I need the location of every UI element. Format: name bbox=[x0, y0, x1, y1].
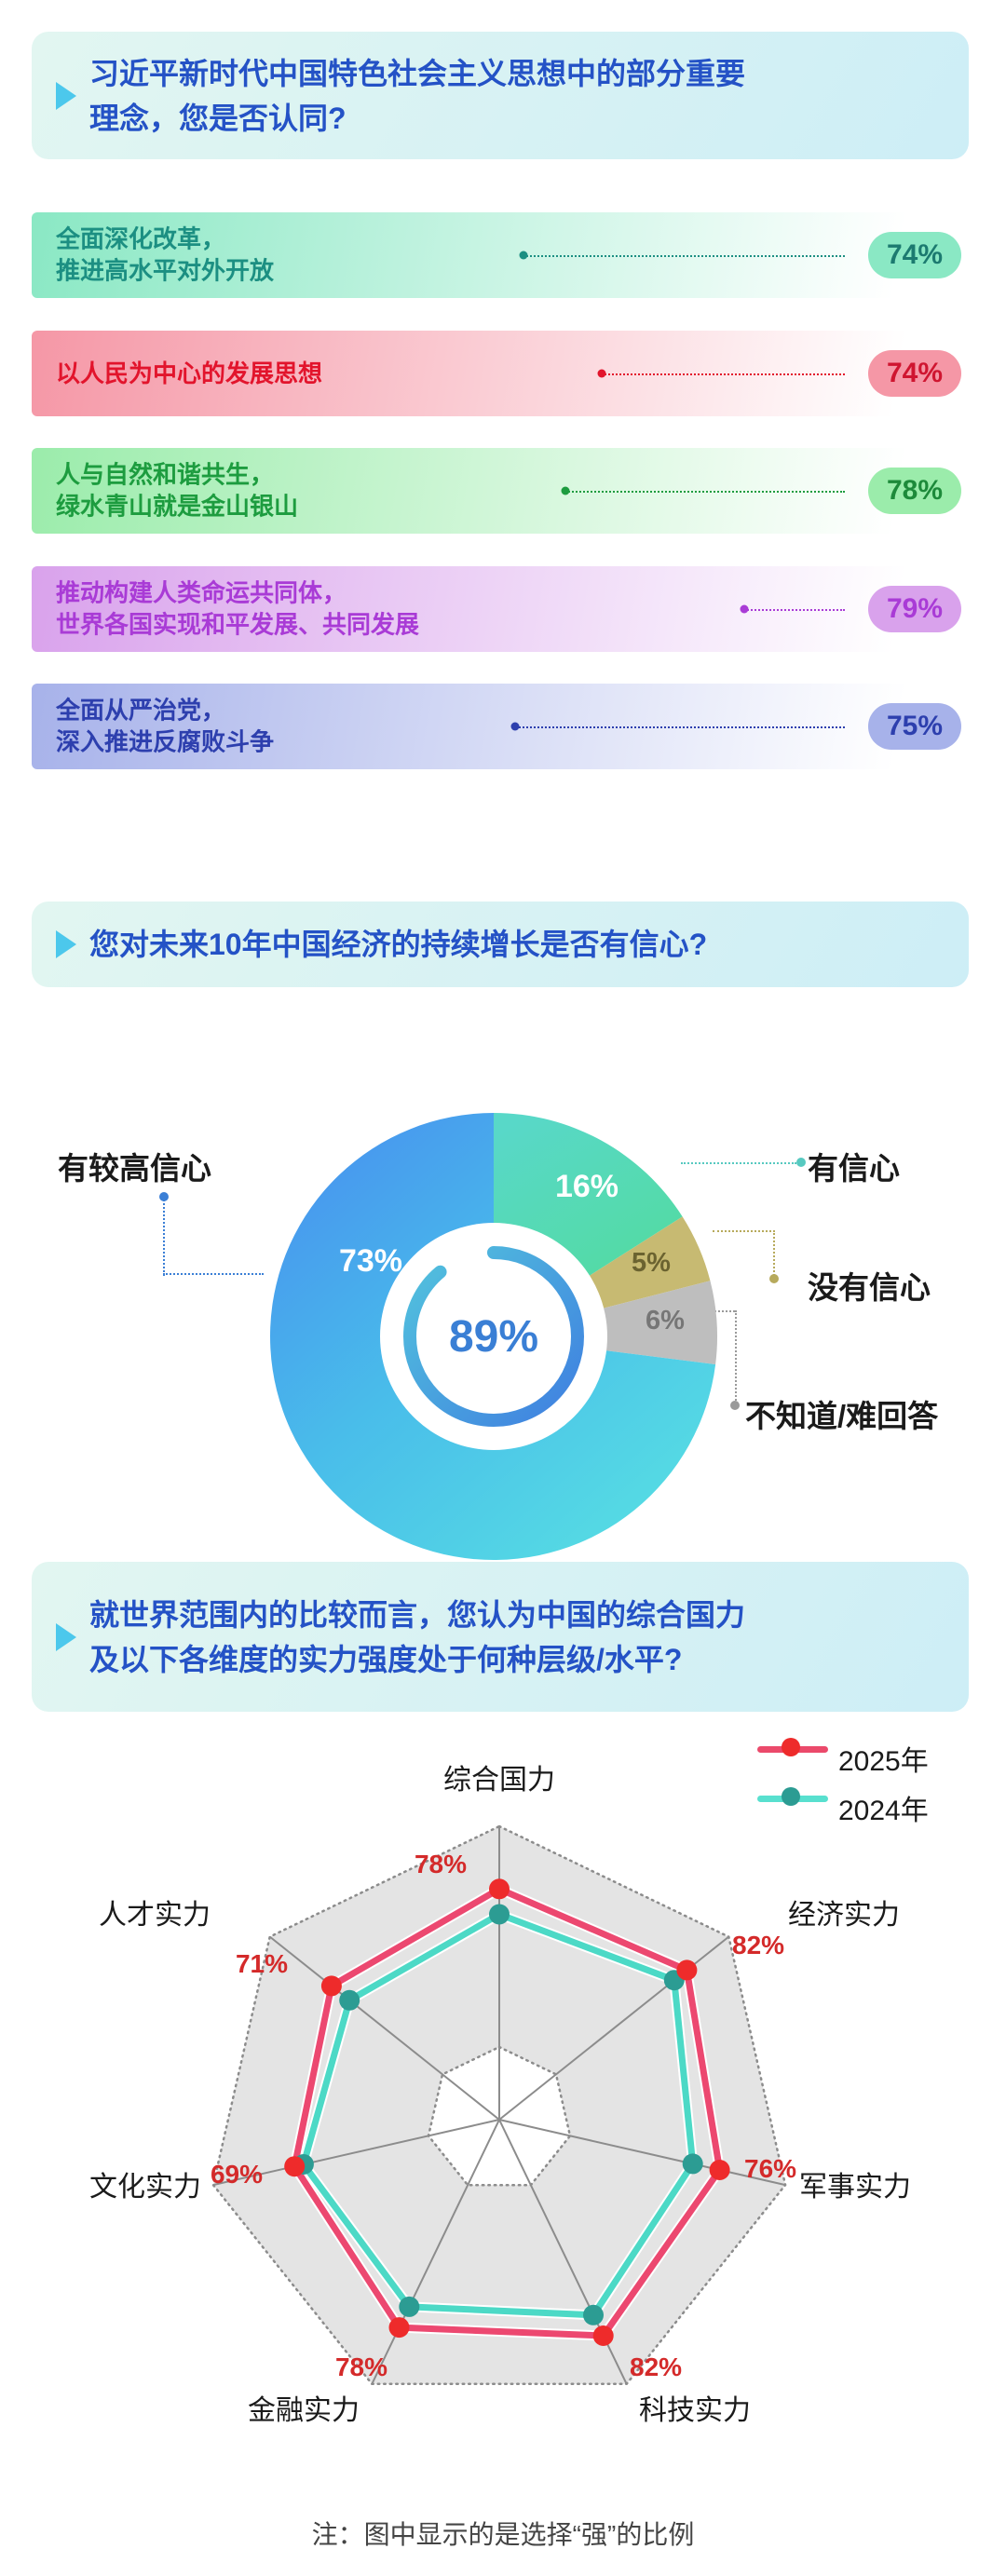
svg-text:军事实力: 军事实力 bbox=[799, 2172, 909, 2203]
svg-text:89%: 89% bbox=[449, 1312, 538, 1362]
svg-text:78%: 78% bbox=[335, 2352, 387, 2381]
svg-text:金融实力: 金融实力 bbox=[248, 2395, 360, 2426]
svg-text:76%: 76% bbox=[744, 2154, 796, 2183]
svg-text:经济实力: 经济实力 bbox=[788, 1900, 900, 1931]
svg-text:82%: 82% bbox=[630, 2352, 682, 2381]
svg-text:71%: 71% bbox=[236, 1949, 288, 1978]
svg-text:16%: 16% bbox=[555, 1169, 619, 1204]
svg-text:文化实力: 文化实力 bbox=[89, 2172, 201, 2203]
svg-text:人才实力: 人才实力 bbox=[99, 1900, 211, 1931]
svg-text:78%: 78% bbox=[415, 1850, 467, 1878]
svg-text:5%: 5% bbox=[632, 1248, 671, 1278]
svg-text:综合国力: 综合国力 bbox=[443, 1765, 555, 1796]
svg-text:82%: 82% bbox=[732, 1931, 784, 1959]
svg-text:73%: 73% bbox=[339, 1243, 402, 1279]
svg-text:科技实力: 科技实力 bbox=[639, 2395, 751, 2426]
svg-text:6%: 6% bbox=[646, 1306, 685, 1335]
svg-text:69%: 69% bbox=[211, 2160, 263, 2189]
